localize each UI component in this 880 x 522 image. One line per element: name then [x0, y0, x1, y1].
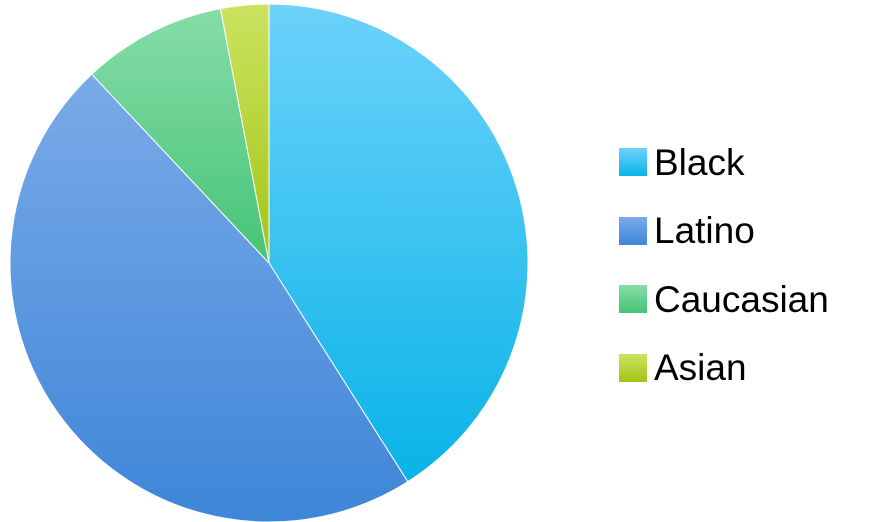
legend-item-caucasian: Caucasian: [619, 271, 829, 327]
pie-slice-caucasian: [90, 8, 270, 265]
legend-label-asian: Asian: [654, 347, 747, 388]
legend-swatch-black: [619, 148, 647, 176]
legend-item-latino: Latino: [619, 203, 829, 259]
legend-swatch-latino: [619, 216, 647, 245]
pie-slice-black: [268, 3, 529, 483]
legend-item-black: Black: [619, 134, 829, 190]
pie-slice-latino: [9, 73, 409, 522]
legend-swatch-asian: [619, 353, 647, 382]
legend-label-latino: Latino: [654, 210, 755, 251]
pie-slice-asian: [219, 3, 270, 264]
legend-label-caucasian: Caucasian: [654, 278, 829, 320]
legend-item-asian: Asian: [619, 340, 829, 396]
legend-label-black: Black: [654, 141, 745, 183]
pie-chart: [9, 3, 529, 522]
legend-swatch-caucasian: [619, 285, 647, 313]
legend: Black Latino Caucasian Asian: [619, 134, 829, 396]
